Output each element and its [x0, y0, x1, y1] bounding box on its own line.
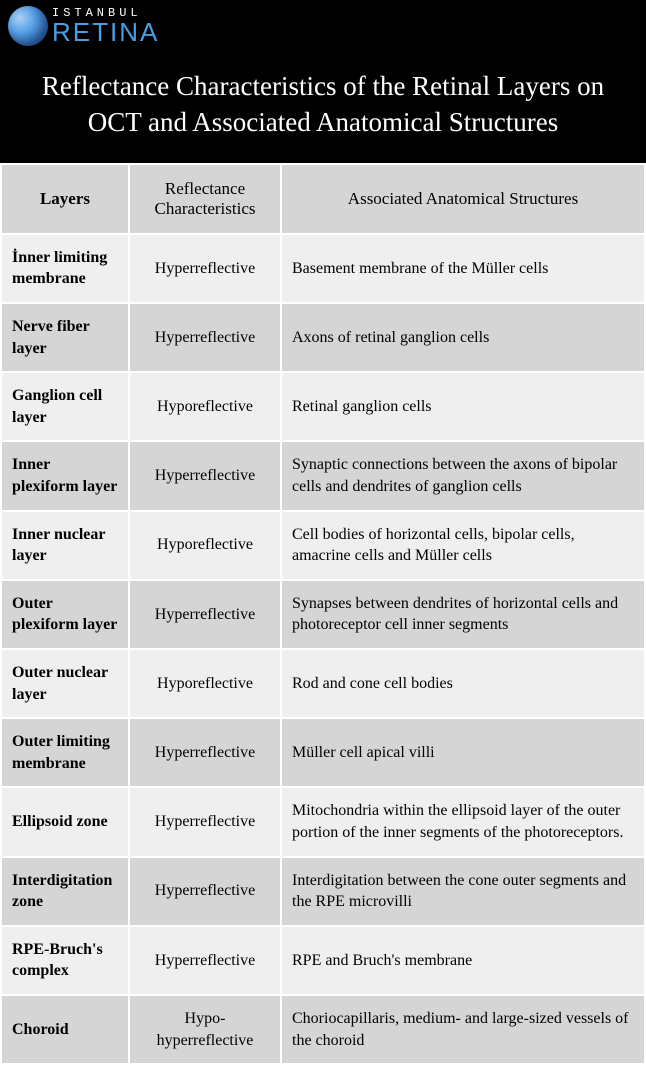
table-row: Outer nuclear layer Hyporeflective Rod a… — [1, 649, 645, 718]
cell-layer: Nerve fiber layer — [1, 303, 129, 372]
cell-reflectance: Hyperreflective — [129, 857, 281, 926]
cell-anatomical: Cell bodies of horizontal cells, bipolar… — [281, 511, 645, 580]
cell-reflectance: Hyperreflective — [129, 580, 281, 649]
cell-layer: Inner nuclear layer — [1, 511, 129, 580]
cell-layer: Outer nuclear layer — [1, 649, 129, 718]
cell-reflectance: Hyporeflective — [129, 649, 281, 718]
cell-anatomical: Synaptic connections between the axons o… — [281, 441, 645, 510]
cell-layer: Interdigitation zone — [1, 857, 129, 926]
cell-anatomical: Synapses between dendrites of horizontal… — [281, 580, 645, 649]
logo-text: ISTANBUL RETINA — [52, 7, 159, 45]
table-row: Choroid Hypo-hyperreflective Choriocapil… — [1, 995, 645, 1064]
table-body: İnner limiting membrane Hyperreflective … — [1, 234, 645, 1064]
cell-anatomical: Interdigitation between the cone outer s… — [281, 857, 645, 926]
table-row: Outer limiting membrane Hyperreflective … — [1, 718, 645, 787]
cell-layer: RPE-Bruch's complex — [1, 926, 129, 995]
table-row: Inner plexiform layer Hyperreflective Sy… — [1, 441, 645, 510]
cell-reflectance: Hyperreflective — [129, 718, 281, 787]
cell-anatomical: Choriocapillaris, medium- and large-size… — [281, 995, 645, 1064]
cell-layer: Choroid — [1, 995, 129, 1064]
cell-reflectance: Hyperreflective — [129, 787, 281, 856]
cell-anatomical: Axons of retinal ganglion cells — [281, 303, 645, 372]
retinal-layers-table: Layers Reflectance Characteristics Assoc… — [0, 163, 646, 1065]
table-row: Outer plexiform layer Hyperreflective Sy… — [1, 580, 645, 649]
cell-anatomical: Müller cell apical villi — [281, 718, 645, 787]
cell-reflectance: Hyperreflective — [129, 234, 281, 303]
logo-sphere-icon — [8, 6, 48, 46]
cell-layer: Inner plexiform layer — [1, 441, 129, 510]
col-header-layers: Layers — [1, 164, 129, 234]
cell-reflectance: Hyperreflective — [129, 303, 281, 372]
cell-layer: Ellipsoid zone — [1, 787, 129, 856]
cell-layer: Outer limiting membrane — [1, 718, 129, 787]
cell-layer: Ganglion cell layer — [1, 372, 129, 441]
table-row: Nerve fiber layer Hyperreflective Axons … — [1, 303, 645, 372]
page-title: Reflectance Characteristics of the Retin… — [0, 54, 646, 163]
cell-anatomical: Retinal ganglion cells — [281, 372, 645, 441]
logo: ISTANBUL RETINA — [8, 6, 646, 46]
cell-layer: Outer plexiform layer — [1, 580, 129, 649]
table-header-row: Layers Reflectance Characteristics Assoc… — [1, 164, 645, 234]
cell-reflectance: Hyperreflective — [129, 441, 281, 510]
cell-anatomical: Basement membrane of the Müller cells — [281, 234, 645, 303]
table-row: Inner nuclear layer Hyporeflective Cell … — [1, 511, 645, 580]
brand-header: ISTANBUL RETINA — [0, 0, 646, 54]
cell-anatomical: Mitochondria within the ellipsoid layer … — [281, 787, 645, 856]
logo-bottom-text: RETINA — [52, 19, 159, 45]
cell-anatomical: RPE and Bruch's membrane — [281, 926, 645, 995]
table-row: İnner limiting membrane Hyperreflective … — [1, 234, 645, 303]
col-header-reflectance: Reflectance Characteristics — [129, 164, 281, 234]
table-row: Ellipsoid zone Hyperreflective Mitochond… — [1, 787, 645, 856]
cell-reflectance: Hyperreflective — [129, 926, 281, 995]
cell-layer: İnner limiting membrane — [1, 234, 129, 303]
table-row: Ganglion cell layer Hyporeflective Retin… — [1, 372, 645, 441]
col-header-anatomical: Associated Anatomical Structures — [281, 164, 645, 234]
cell-anatomical: Rod and cone cell bodies — [281, 649, 645, 718]
cell-reflectance: Hyporeflective — [129, 511, 281, 580]
table-row: Interdigitation zone Hyperreflective Int… — [1, 857, 645, 926]
cell-reflectance: Hypo-hyperreflective — [129, 995, 281, 1064]
cell-reflectance: Hyporeflective — [129, 372, 281, 441]
table-row: RPE-Bruch's complex Hyperreflective RPE … — [1, 926, 645, 995]
